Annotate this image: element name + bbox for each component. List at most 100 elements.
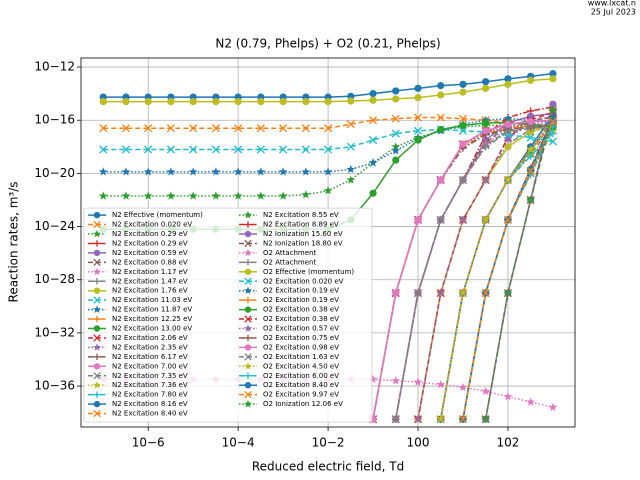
marker — [121, 124, 131, 133]
marker — [414, 136, 422, 144]
x-tick-label: 10−6 — [132, 436, 165, 450]
legend-label: O2 Excitation 0.57 eV — [263, 325, 339, 333]
marker — [278, 191, 288, 200]
legend-label: N2 Excitation 0.020 eV — [112, 221, 192, 229]
legend-label: O2 Excitation 1.63 eV — [263, 353, 339, 361]
marker — [244, 286, 252, 295]
marker — [482, 119, 490, 127]
legend-label: N2 Effective (momentum) — [112, 211, 203, 219]
marker — [244, 334, 252, 342]
marker — [503, 215, 512, 224]
marker — [256, 191, 266, 200]
marker — [458, 415, 468, 424]
marker — [459, 140, 467, 148]
marker — [121, 191, 131, 200]
legend-label: O2 Excitation 0.19 eV — [263, 287, 339, 295]
legend-label: N2 Excitation 1.17 eV — [112, 268, 188, 276]
series-line — [417, 114, 554, 420]
marker — [93, 363, 101, 370]
series — [437, 129, 557, 423]
legend-label: N2 Excitation 0.88 eV — [112, 258, 188, 266]
series — [99, 75, 557, 106]
marker — [93, 381, 101, 389]
marker — [368, 136, 378, 145]
legend-label: N2 Excitation 6.17 eV — [112, 353, 188, 361]
source: www.lxcat.n — [588, 0, 636, 8]
legend-label: N2 Excitation 11.03 eV — [112, 296, 192, 304]
legend-label: O2 Excitation 8.40 eV — [263, 381, 339, 389]
marker — [233, 191, 243, 200]
marker — [414, 216, 422, 224]
y-tick-label: 10−12 — [34, 60, 75, 74]
legend-label: O2 Excitation 9.97 eV — [263, 391, 339, 399]
marker — [503, 134, 513, 143]
marker — [244, 259, 252, 266]
marker — [188, 167, 198, 176]
marker — [244, 221, 252, 228]
marker — [346, 164, 356, 174]
marker — [93, 400, 101, 408]
marker — [244, 277, 252, 285]
marker — [346, 142, 355, 151]
marker — [548, 109, 557, 118]
marker — [256, 124, 265, 133]
marker — [143, 191, 153, 200]
y-tick-label: 10−36 — [34, 379, 75, 393]
y-tick-label: 10−24 — [34, 219, 75, 233]
legend-label: N2 Excitation 7.00 eV — [112, 362, 188, 370]
y-tick-label: 10−16 — [34, 113, 75, 127]
legend-label: N2 Excitation 8.16 eV — [112, 400, 188, 408]
series — [391, 120, 557, 424]
marker — [244, 306, 252, 313]
legend-label: O2 Effective (momentum) — [263, 268, 354, 276]
marker — [504, 80, 512, 88]
marker — [144, 98, 152, 106]
marker — [481, 288, 490, 298]
marker — [391, 376, 401, 385]
marker — [244, 362, 252, 370]
marker — [481, 414, 491, 423]
marker — [527, 152, 535, 160]
marker — [482, 84, 490, 92]
marker — [98, 191, 108, 200]
marker — [93, 229, 101, 238]
marker — [279, 145, 288, 154]
marker — [548, 137, 557, 146]
marker — [93, 287, 101, 294]
marker — [244, 324, 252, 332]
marker — [391, 146, 401, 155]
marker — [244, 315, 252, 323]
marker — [527, 117, 535, 126]
marker — [437, 91, 445, 99]
legend-label: O2 Ionization 12.06 eV — [263, 400, 343, 408]
marker — [122, 98, 130, 106]
series-line — [372, 122, 553, 420]
marker — [526, 133, 535, 142]
date: 25 Jul 2023 — [591, 8, 636, 17]
marker — [93, 315, 101, 323]
marker — [244, 399, 252, 408]
legend-label: N2 Ionization 18.80 eV — [263, 239, 343, 247]
marker — [437, 176, 445, 184]
marker — [392, 156, 400, 164]
marker — [166, 167, 176, 176]
x-tick-label: 100 — [407, 436, 430, 450]
legend-label: N2 Excitation 1.47 eV — [112, 277, 188, 285]
marker — [481, 141, 490, 150]
series-line — [372, 124, 553, 420]
legend-label: O2 Excitation 0.19 eV — [263, 296, 339, 304]
series — [391, 113, 557, 424]
legend-label: N2 Excitation 8.89 eV — [263, 221, 339, 229]
series — [99, 113, 557, 135]
legend: N2 Effective (momentum) N2 Excitation 0.0… — [83, 207, 373, 423]
marker — [93, 353, 101, 361]
marker — [93, 267, 101, 276]
legend-box — [83, 207, 373, 423]
marker — [93, 325, 101, 332]
marker — [437, 82, 445, 90]
marker — [244, 390, 252, 399]
marker — [98, 167, 108, 176]
marker — [548, 402, 558, 412]
marker — [144, 145, 153, 154]
